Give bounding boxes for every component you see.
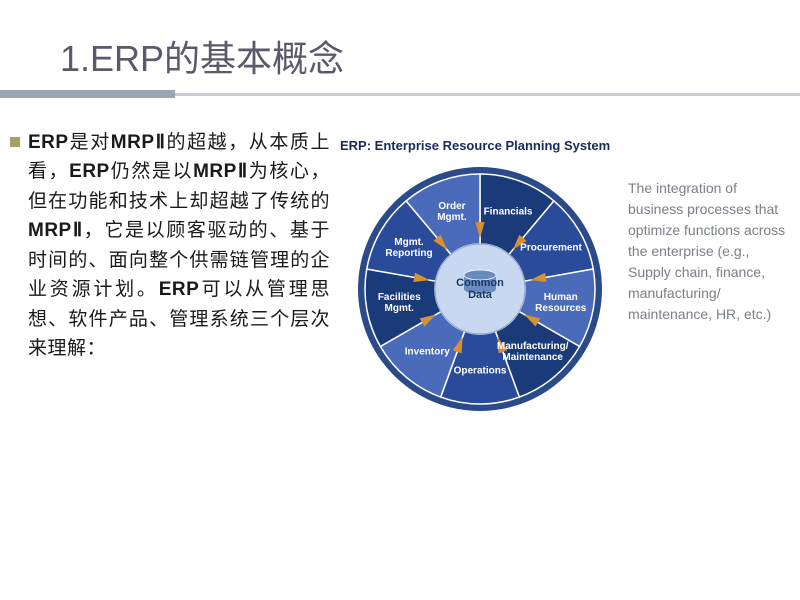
segment-label: Mgmt.Reporting xyxy=(385,237,432,259)
segment-label: Operations xyxy=(454,366,507,377)
bullet-square-icon xyxy=(10,137,20,147)
pie-chart: Financials Procurement HumanResources Manuf… xyxy=(350,159,610,419)
segment-label: HumanResources xyxy=(535,292,586,314)
content-area: ERP是对MRPⅡ的超越，从本质上看，ERP仍然是以MRPⅡ为核心，但在功能和技… xyxy=(0,98,800,419)
segment-label: Inventory xyxy=(405,346,450,357)
underline-thin xyxy=(175,93,800,96)
diagram-caption: The integration of business processes th… xyxy=(628,138,788,419)
title-underline xyxy=(0,90,800,98)
segment-label: Manufacturing/Maintenance xyxy=(497,341,569,363)
title-area: 1.ERP的基本概念 xyxy=(0,0,800,98)
page-title: 1.ERP的基本概念 xyxy=(60,30,800,82)
erp-diagram: ERP: Enterprise Resource Planning System… xyxy=(340,138,620,419)
segment-label: Financials xyxy=(484,206,533,217)
underline-thick xyxy=(0,90,175,98)
bullet-item: ERP是对MRPⅡ的超越，从本质上看，ERP仍然是以MRPⅡ为核心，但在功能和技… xyxy=(10,128,330,364)
segment-label: FacilitiesMgmt. xyxy=(378,292,421,314)
segment-label: OrderMgmt. xyxy=(437,201,466,223)
diagram-title: ERP: Enterprise Resource Planning System xyxy=(340,138,620,153)
right-column: ERP: Enterprise Resource Planning System… xyxy=(340,128,790,419)
segment-label: Procurement xyxy=(520,243,582,254)
center-label: CommonData xyxy=(456,277,504,301)
body-text: ERP是对MRPⅡ的超越，从本质上看，ERP仍然是以MRPⅡ为核心，但在功能和技… xyxy=(28,128,330,364)
left-column: ERP是对MRPⅡ的超越，从本质上看，ERP仍然是以MRPⅡ为核心，但在功能和技… xyxy=(10,128,330,419)
